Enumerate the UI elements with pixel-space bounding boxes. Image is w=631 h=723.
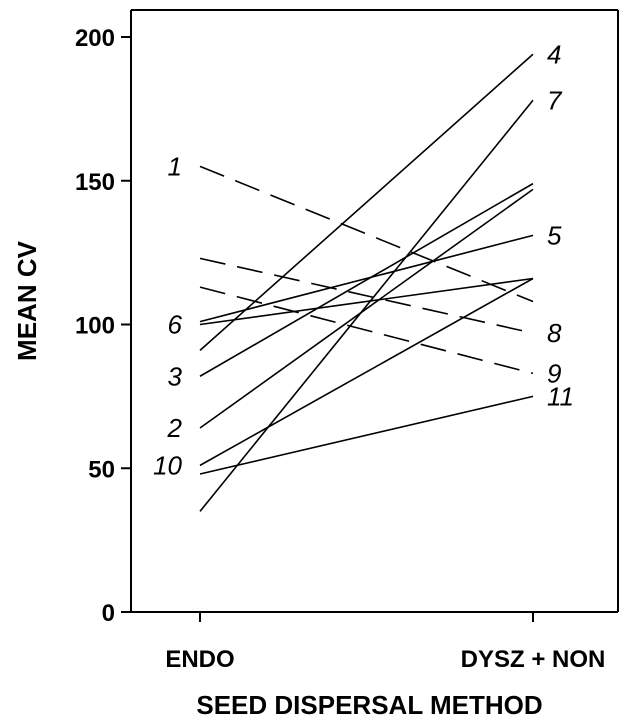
series-label-7: 7 <box>547 85 563 115</box>
series-label-1: 1 <box>168 151 182 181</box>
x-tick-label: ENDO <box>165 646 234 673</box>
series-line-6 <box>199 277 534 326</box>
series-line-9 <box>199 286 534 375</box>
series-label-10: 10 <box>153 450 182 480</box>
series-line-1 <box>199 165 534 303</box>
series-line-3 <box>199 182 534 377</box>
x-tick-label: DYSZ + NON <box>461 646 606 673</box>
y-tick-label: 100 <box>75 313 115 340</box>
series-line-2 <box>199 188 534 429</box>
series-labels: 1 2 3 4 5 6 7 8 9 10 11 <box>153 39 574 480</box>
y-ticks: 0 50 100 150 200 <box>75 25 131 627</box>
series-label-9: 9 <box>547 358 561 388</box>
y-axis-title: MEAN CV <box>12 240 42 361</box>
series-lines <box>199 53 534 512</box>
series-label-2: 2 <box>167 413 183 443</box>
y-tick-label: 200 <box>75 25 115 52</box>
axes <box>130 9 619 613</box>
series-line-5 <box>199 234 534 323</box>
x-axis-title: SEED DISPERSAL METHOD <box>196 690 542 720</box>
y-tick-label: 150 <box>75 169 115 196</box>
series-line-8 <box>199 257 534 334</box>
y-tick-label: 0 <box>102 600 115 627</box>
y-tick-label: 50 <box>88 456 115 483</box>
series-label-6: 6 <box>168 310 183 340</box>
series-line-11 <box>199 395 534 475</box>
series-label-5: 5 <box>547 220 562 250</box>
series-label-4: 4 <box>547 39 561 69</box>
x-ticks: ENDO DYSZ + NON <box>165 612 605 673</box>
series-line-7 <box>199 99 534 512</box>
series-label-11: 11 <box>547 381 574 411</box>
series-label-3: 3 <box>168 361 183 391</box>
series-line-10 <box>199 277 534 467</box>
series-label-8: 8 <box>547 318 562 348</box>
